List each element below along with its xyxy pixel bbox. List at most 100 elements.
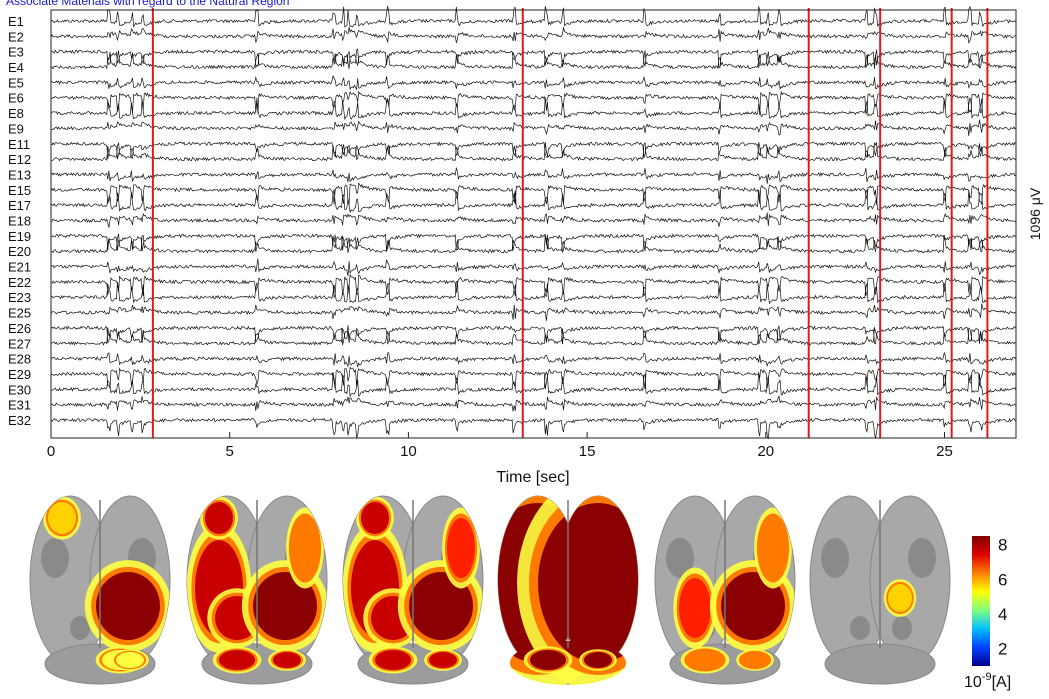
activation-core — [253, 572, 317, 640]
activation-core — [205, 502, 233, 534]
eeg-trace — [50, 395, 1017, 412]
eeg-trace — [50, 351, 1017, 368]
brain-map — [654, 495, 796, 685]
eeg-trace — [50, 182, 1017, 206]
colorbar-unit: 10-9[A] — [964, 671, 1011, 691]
cortex-patch — [666, 538, 694, 578]
channel-label: E20 — [8, 244, 31, 259]
eeg-trace — [50, 26, 1017, 44]
eeg-trace — [50, 417, 1017, 440]
cortex-patch — [41, 538, 69, 578]
x-tick-label: 5 — [226, 443, 234, 460]
activation-core — [584, 652, 612, 668]
channel-label: E13 — [8, 167, 31, 182]
colorbar-tick-label: 6 — [998, 570, 1007, 589]
channel-label: E27 — [8, 336, 31, 351]
channel-label: E3 — [8, 45, 24, 60]
x-tick-label: 10 — [400, 443, 417, 460]
activation-layer — [43, 496, 170, 674]
eeg-trace — [50, 166, 1017, 184]
colorbar-scale — [972, 536, 990, 666]
activation-core — [759, 518, 787, 578]
eeg-trace — [50, 212, 1017, 228]
cortex-patch — [821, 538, 849, 578]
channel-label: E25 — [8, 306, 31, 321]
activation-core — [48, 502, 76, 534]
activation-core — [538, 503, 638, 663]
x-axis-label: Time [sec] — [496, 469, 569, 486]
activation-layer — [673, 507, 795, 674]
activation-core — [447, 518, 475, 578]
eeg-trace — [50, 233, 1017, 254]
x-tick-label: 15 — [579, 443, 596, 460]
channel-label: E6 — [8, 91, 24, 106]
channel-label: E22 — [8, 275, 31, 290]
channel-label: E15 — [8, 183, 31, 198]
event-markers — [151, 8, 989, 438]
eeg-trace — [50, 48, 1017, 70]
channel-label: E11 — [8, 137, 30, 152]
activation-core — [679, 578, 711, 638]
channel-label: E32 — [8, 413, 31, 428]
eeg-trace — [50, 74, 1017, 90]
channel-label: E4 — [8, 60, 24, 75]
brain-map — [186, 495, 328, 685]
eeg-trace — [50, 48, 1017, 69]
x-axis: 0 5 10 15 20 25 — [47, 432, 953, 460]
brain-map — [809, 495, 951, 685]
eeg-trace — [50, 366, 1017, 391]
activation-core — [687, 650, 723, 670]
eeg-trace — [50, 371, 1017, 398]
channel-label: E30 — [8, 382, 31, 397]
eeg-trace — [50, 189, 1017, 214]
activation-layer — [187, 496, 327, 674]
activation-core — [375, 650, 411, 670]
eeg-trace — [50, 280, 1017, 305]
channel-label: E29 — [8, 367, 31, 382]
colorbar-tick-label: 2 — [998, 640, 1007, 659]
eeg-trace — [50, 5, 1017, 28]
colorbar-tick-label: 8 — [998, 536, 1007, 555]
activation-layer — [343, 496, 483, 674]
eeg-trace — [50, 273, 1017, 299]
eeg-trace — [50, 141, 1017, 161]
activation-core — [721, 572, 785, 640]
activation-core — [361, 502, 389, 534]
channel-label: E12 — [8, 152, 31, 167]
activation-core — [741, 652, 769, 668]
channel-label: E17 — [8, 198, 31, 213]
activation-core — [429, 652, 457, 668]
activation-core — [888, 584, 912, 612]
eeg-trace — [50, 325, 1017, 346]
top-link[interactable]: Associate Materials with regard to the N… — [6, 0, 290, 8]
channel-label: E18 — [8, 214, 31, 229]
channel-labels: E1E2E3E4E5E6E8E9E11E12E13E15E17E18E19E20… — [8, 14, 31, 428]
brain-map — [29, 495, 171, 685]
activation-layer — [883, 579, 917, 617]
channel-label: E28 — [8, 352, 31, 367]
cortex-patch — [850, 616, 870, 640]
eeg-trace — [50, 258, 1017, 277]
activation-core — [530, 650, 566, 670]
colorbar: 8 6 4 2 10-9[A] — [964, 536, 1011, 691]
activation-core — [116, 652, 144, 668]
channel-label: E26 — [8, 321, 31, 336]
channel-label: E21 — [8, 260, 31, 275]
activation-core — [219, 650, 255, 670]
eeg-trace — [50, 303, 1017, 321]
x-tick-label: 25 — [936, 443, 953, 460]
eeg-trace — [50, 324, 1017, 347]
activation-core — [409, 572, 473, 640]
channel-label: E5 — [8, 75, 24, 90]
scale-bar-label: 1096 μV — [1027, 187, 1043, 240]
right-hemisphere — [869, 495, 951, 665]
activation-core — [291, 518, 319, 578]
brain-map — [497, 495, 639, 685]
channel-label: E19 — [8, 229, 31, 244]
channel-label: E31 — [8, 398, 31, 413]
cerebellum — [824, 643, 936, 685]
activation-core — [273, 652, 301, 668]
eeg-trace — [50, 90, 1017, 116]
